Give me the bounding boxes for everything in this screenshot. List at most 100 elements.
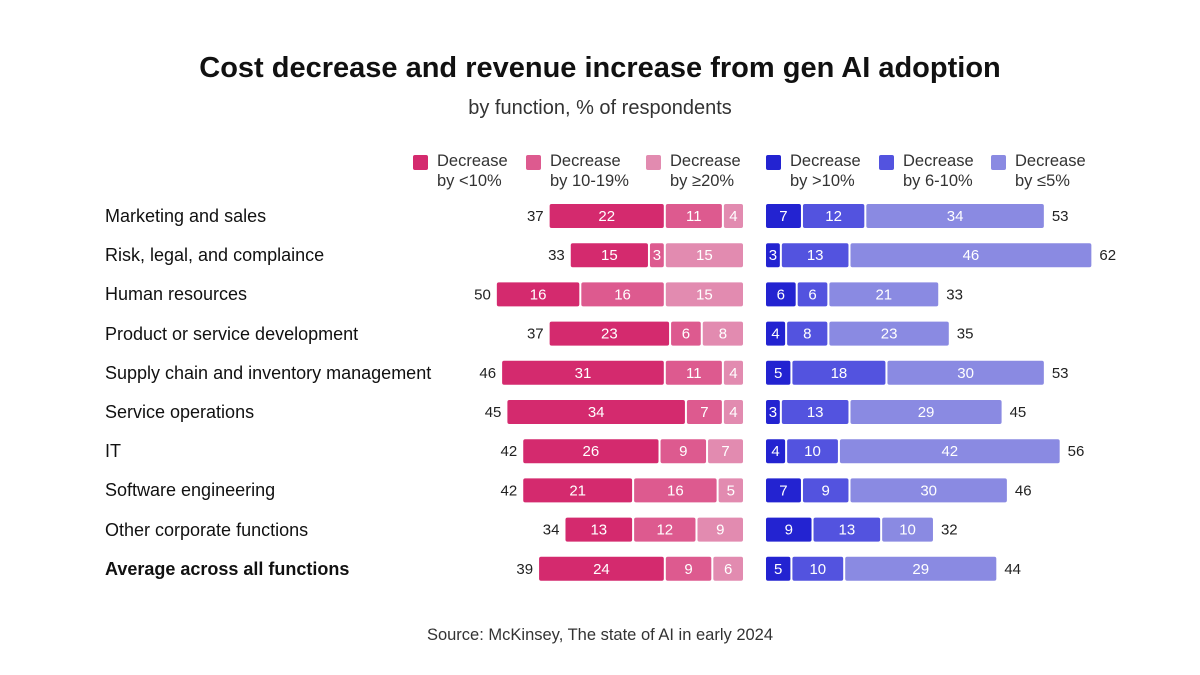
bar-value-label: 42 <box>941 443 958 460</box>
bar-segment-left <box>665 243 743 268</box>
bar-segment-right <box>766 282 796 307</box>
legend-item: Decrease by >10% <box>766 151 861 191</box>
legend-swatch <box>991 155 1006 170</box>
bar-segment-left <box>713 556 743 581</box>
bar-segment-right <box>787 321 828 346</box>
bar-segment-right <box>781 400 849 424</box>
bar-value-label: 13 <box>590 522 607 539</box>
bar-segment-right <box>866 204 1044 228</box>
legend-line1: Decrease <box>903 152 974 170</box>
bar-value-label: 4 <box>729 365 737 382</box>
bar-segment-left <box>649 243 664 268</box>
bar-value-label: 22 <box>598 208 615 225</box>
bar-value-label: 29 <box>912 561 929 578</box>
bar-segment-right <box>792 360 886 385</box>
total-label-right: 45 <box>1010 404 1027 421</box>
bar-value-label: 5 <box>774 365 782 382</box>
bar-segment-right <box>792 556 844 581</box>
bar-value-label: 29 <box>918 404 935 421</box>
bar-value-label: 12 <box>825 208 842 225</box>
bar-segment-left <box>671 321 701 346</box>
bar-value-label: 6 <box>724 561 732 578</box>
bar-segment-left <box>507 400 685 424</box>
total-label-left: 37 <box>527 208 544 225</box>
row-label: Risk, legal, and complaince <box>105 245 325 266</box>
total-label-left: 45 <box>485 404 502 421</box>
bar-value-label: 3 <box>769 404 777 421</box>
bar-value-label: 12 <box>656 522 673 539</box>
bar-value-label: 30 <box>920 482 937 499</box>
legend-line1: Decrease <box>670 152 741 170</box>
legend-item: Decrease by 10-19% <box>526 151 629 191</box>
total-label-left: 50 <box>474 286 491 303</box>
bar-value-label: 15 <box>601 247 618 264</box>
bar-segment-left <box>708 439 743 464</box>
row-label: Other corporate functions <box>105 519 309 540</box>
bar-segment-right <box>787 439 838 464</box>
total-label-right: 46 <box>1015 482 1032 499</box>
bar-segment-right <box>850 400 1002 424</box>
bar-segment-right <box>882 517 933 542</box>
bar-segment-right <box>766 556 791 581</box>
legend-line1: Decrease <box>790 152 861 170</box>
bar-value-label: 3 <box>769 247 777 264</box>
bar-value-label: 13 <box>838 522 855 539</box>
bar-segment-left <box>549 321 670 346</box>
bar-segment-right <box>766 439 786 464</box>
bar-value-label: 3 <box>653 247 661 264</box>
bar-segment-right <box>839 439 1060 464</box>
total-label-right: 44 <box>1004 561 1021 578</box>
bar-segment-left <box>549 204 664 228</box>
bar-segment-right <box>850 478 1007 503</box>
legend-item: Decrease by ≤5% <box>991 151 1086 191</box>
legend-swatch <box>766 155 781 170</box>
total-label-left: 33 <box>548 247 565 264</box>
bar-segment-left <box>523 478 633 503</box>
row-label: IT <box>105 441 121 462</box>
bar-segment-right <box>829 282 939 307</box>
bar-value-label: 7 <box>779 482 787 499</box>
bar-value-label: 9 <box>684 561 692 578</box>
bar-segment-left <box>697 517 743 542</box>
total-label-left: 37 <box>527 326 544 343</box>
legend-line2: by 10-19% <box>550 172 629 190</box>
bar-value-label: 5 <box>774 561 782 578</box>
legend-line2: by ≥20% <box>670 172 735 190</box>
bar-segment-right <box>802 204 865 228</box>
total-label-left: 42 <box>501 443 518 460</box>
bar-segment-right <box>802 478 849 503</box>
bar-value-label: 13 <box>807 404 824 421</box>
bar-segment-right <box>887 360 1044 385</box>
bar-value-label: 24 <box>593 561 610 578</box>
bar-segment-right <box>797 282 828 307</box>
bar-value-label: 34 <box>947 208 964 225</box>
chart-subtitle: by function, % of respondents <box>468 97 732 119</box>
bar-value-label: 6 <box>682 326 690 343</box>
bar-value-label: 10 <box>804 443 821 460</box>
bar-value-label: 11 <box>686 208 702 225</box>
legend-line2: by 6-10% <box>903 172 973 190</box>
bar-segment-right <box>781 243 849 268</box>
bar-segment-left <box>634 478 717 503</box>
bar-segment-right <box>766 517 812 542</box>
bar-segment-left <box>634 517 696 542</box>
bar-segment-right <box>766 478 801 503</box>
bar-segment-left <box>665 360 722 385</box>
bar-segment-right <box>829 321 949 346</box>
bar-value-label: 30 <box>957 365 974 382</box>
bar-value-label: 21 <box>569 482 586 499</box>
bar-segment-right <box>766 400 780 424</box>
source-note: Source: McKinsey, The state of AI in ear… <box>426 626 774 644</box>
bar-segment-left <box>502 360 664 385</box>
bar-value-label: 46 <box>963 247 980 264</box>
row-label: Software engineering <box>105 480 276 501</box>
bar-value-label: 7 <box>721 443 729 460</box>
bar-value-label: 21 <box>875 286 892 303</box>
bar-segment-left <box>702 321 743 346</box>
legend-line2: by ≤5% <box>1015 172 1070 190</box>
bar-segment-right <box>766 321 786 346</box>
total-label-left: 42 <box>501 482 518 499</box>
bar-segment-left <box>665 204 722 228</box>
bar-value-label: 9 <box>716 522 724 539</box>
